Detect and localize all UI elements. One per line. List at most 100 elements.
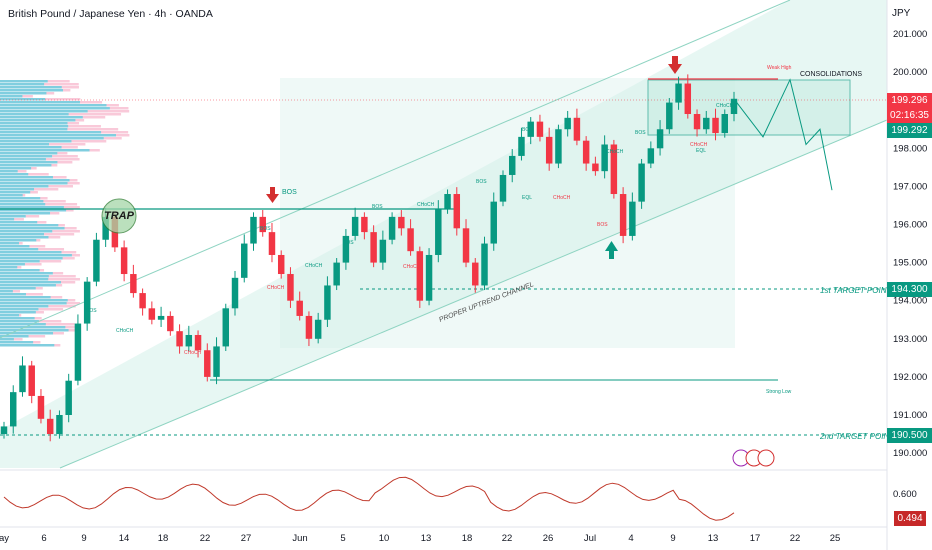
vp-bar-bull xyxy=(0,110,88,113)
candle-body xyxy=(379,239,387,263)
time-tick-label: 13 xyxy=(421,533,432,544)
vp-bar-bull xyxy=(0,128,68,131)
vp-bar-bull xyxy=(0,92,47,95)
candle-body xyxy=(130,274,137,294)
vp-bar-bull xyxy=(0,149,90,152)
vp-bar-bull xyxy=(0,272,53,275)
candle-body xyxy=(167,315,174,332)
vp-bar-bull xyxy=(0,125,69,128)
candle-body xyxy=(407,228,414,252)
vp-bar-bull xyxy=(0,170,18,173)
candle-body xyxy=(56,415,63,435)
weak-high-label: Weak High xyxy=(767,65,792,71)
candle-body xyxy=(0,426,8,435)
countdown-tag: 02:16:35 xyxy=(887,108,932,123)
candle-body xyxy=(629,201,636,236)
vp-bar-bull xyxy=(0,86,62,89)
smc-label: CHoCH xyxy=(305,263,323,269)
candle-body xyxy=(37,395,45,419)
time-tick-label: 22 xyxy=(200,533,211,544)
vp-bar-bull xyxy=(0,161,58,164)
price-axis[interactable]: 201.000200.000199.000198.000197.000196.0… xyxy=(893,29,927,500)
time-tick-label: 18 xyxy=(462,533,473,544)
indicator-logos[interactable] xyxy=(732,449,775,467)
vp-bar-bull xyxy=(0,269,40,272)
candle-body xyxy=(176,331,183,347)
candle-body xyxy=(527,121,534,137)
candle-body xyxy=(19,365,26,393)
candle-body xyxy=(508,155,516,175)
candle-body xyxy=(259,216,266,233)
smc-label: BOS xyxy=(86,308,97,314)
candle-body xyxy=(416,251,424,301)
channel-lower-line xyxy=(59,119,888,469)
vp-bar-bull xyxy=(0,344,55,347)
vp-bar-bull xyxy=(0,260,40,263)
candle-body xyxy=(490,201,497,244)
time-tick-label: 14 xyxy=(119,533,130,544)
target2-price-tag: 190.500 xyxy=(887,428,932,443)
vp-bar-bull xyxy=(0,188,35,191)
time-tick-label: 4 xyxy=(628,533,633,544)
vp-bar-bull xyxy=(0,104,107,107)
vp-bar-bull xyxy=(0,290,13,293)
vp-bar-bull xyxy=(0,281,62,284)
vp-bar-bull xyxy=(0,221,38,224)
candle-body xyxy=(472,262,479,286)
smc-label: EQL xyxy=(696,148,706,154)
trap-label: TRAP xyxy=(104,210,135,222)
time-axis[interactable]: ay 6 9 14 18 22 27 Jun 5 10 13 18 22 26 Jul 4 9 13 17 22 25 xyxy=(0,533,840,544)
target2-label: 2nd TARGET POINT xyxy=(819,432,895,441)
smc-label: CHoCH xyxy=(553,195,571,201)
candle-body xyxy=(241,243,248,278)
vp-bar-bull xyxy=(0,209,67,212)
candle-body xyxy=(481,243,488,286)
candle-body xyxy=(721,114,728,134)
smc-label: CHoCH xyxy=(417,202,435,208)
time-tick-label: 17 xyxy=(750,533,761,544)
candle-body xyxy=(388,216,396,240)
smc-label: BOS xyxy=(372,204,383,210)
vp-bar-bull xyxy=(0,119,76,122)
candle-body xyxy=(601,144,608,172)
candle-body xyxy=(361,216,368,233)
candle-body xyxy=(185,334,193,347)
rsi-line xyxy=(3,476,735,521)
vp-bar-bull xyxy=(0,164,52,167)
candle-body xyxy=(222,308,230,347)
candle-body xyxy=(102,216,109,240)
smc-label: CHoCH xyxy=(690,142,708,148)
vp-bar-bull xyxy=(0,197,41,200)
vp-bar-bull xyxy=(0,326,66,329)
candle-body xyxy=(305,315,313,339)
target1-label: 1st TARGET POINT xyxy=(820,286,893,295)
vp-bar-bull xyxy=(0,158,46,161)
vp-bar-bull xyxy=(0,215,26,218)
vp-bar-bull xyxy=(0,239,37,242)
price-tick-label: 191.000 xyxy=(893,410,927,421)
vp-bar-bull xyxy=(0,314,20,317)
candle-body xyxy=(573,117,581,141)
vp-bar-bull xyxy=(0,185,49,188)
candle-body xyxy=(268,232,276,255)
vp-bar-bull xyxy=(0,83,45,86)
vp-bar-bull xyxy=(0,200,44,203)
vp-bar-bull xyxy=(0,341,34,344)
price-tick-label: 197.000 xyxy=(893,181,927,192)
time-tick-label: 22 xyxy=(790,533,801,544)
vp-bar-bull xyxy=(0,248,39,251)
candle-body xyxy=(342,235,350,263)
vp-bar-bull xyxy=(0,122,68,125)
candle-body xyxy=(675,83,682,103)
candle-body xyxy=(444,194,451,210)
vp-bar-bull xyxy=(0,191,31,194)
candle-body xyxy=(296,300,303,316)
candle-body xyxy=(231,277,239,309)
vp-bar-bull xyxy=(0,176,53,179)
candle-body xyxy=(333,262,340,286)
smc-label: CHoCH xyxy=(267,285,285,291)
vp-bar-bull xyxy=(0,320,39,323)
time-tick-label: Jun xyxy=(292,533,307,544)
strong-low-label: Strong Low xyxy=(766,389,792,395)
